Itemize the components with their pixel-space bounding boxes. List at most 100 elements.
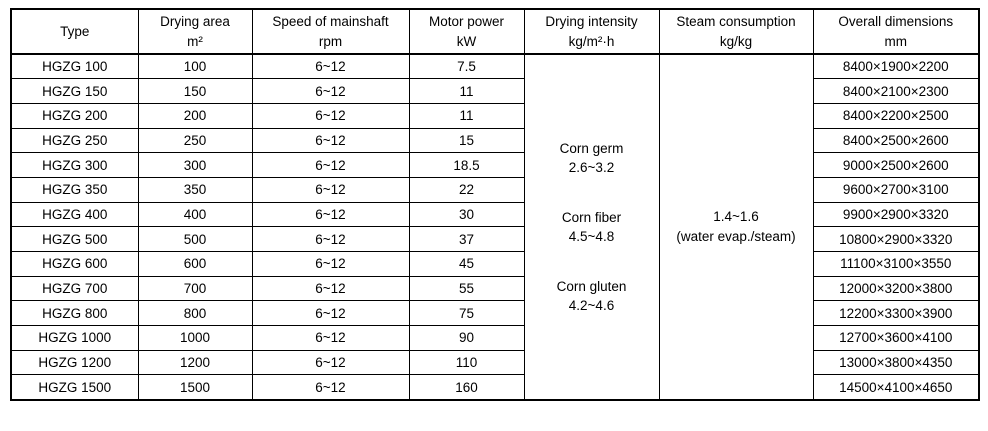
- table-row: HGZG 350 350 6~12 22 9600×2700×3100: [10, 176, 980, 203]
- col-header-mainshaft-speed: Speed of mainshaft rpm: [251, 8, 410, 55]
- cell-power: 160: [408, 374, 525, 401]
- table-row: HGZG 1500 1500 6~12 160 14500×4100×4650: [10, 374, 980, 401]
- col-header-steam-consumption: Steam consumption kg/kg: [658, 8, 814, 55]
- cell-area: 1200: [137, 349, 253, 376]
- table-row: HGZG 600 600 6~12 45 11100×3100×3550: [10, 251, 980, 277]
- cell-power: 45: [408, 251, 525, 277]
- cell-type: HGZG 1500: [10, 374, 139, 401]
- cell-dims: 14500×4100×4650: [812, 374, 980, 401]
- header-label: Motor power: [428, 13, 505, 29]
- table-row: HGZG 150 150 6~12 11 8400×2100×2300: [10, 78, 980, 104]
- intensity-range: 2.6~3.2: [568, 159, 615, 175]
- intensity-group-corn-fiber: Corn fiber 4.5~4.8: [525, 208, 658, 246]
- cell-dims: 10800×2900×3320: [812, 226, 980, 252]
- table-row: HGZG 400 400 6~12 30 9900×2900×3320: [10, 201, 980, 228]
- cell-dims: 12200×3300×3900: [812, 300, 980, 327]
- table-row: HGZG 1200 1200 6~12 110 13000×3800×4350: [10, 349, 980, 376]
- cell-dims: 8400×1900×2200: [812, 53, 980, 80]
- col-header-overall-dimensions: Overall dimensions mm: [812, 8, 980, 55]
- cell-drying-intensity: Corn germ 2.6~3.2 Corn fiber 4.5~4.8 Cor…: [523, 53, 660, 401]
- table-row: HGZG 100 100 6~12 7.5 Corn germ 2.6~3.2 …: [10, 53, 980, 401]
- col-header-drying-area: Drying area m²: [137, 8, 253, 55]
- table-row: HGZG 800 800 6~12 75 12200×3300×3900: [10, 300, 980, 327]
- header-label: Type: [60, 23, 90, 39]
- header-label: Steam consumption: [676, 13, 796, 29]
- header-label: Drying area: [160, 13, 230, 29]
- cell-area: 400: [137, 201, 253, 228]
- cell-type: HGZG 500: [10, 226, 139, 252]
- cell-power: 90: [408, 325, 525, 351]
- intensity-range: 4.5~4.8: [568, 228, 615, 244]
- intensity-group-corn-gluten: Corn gluten 4.2~4.6: [525, 277, 658, 315]
- cell-area: 150: [137, 78, 253, 104]
- cell-type: HGZG 300: [10, 152, 139, 178]
- cell-area: 250: [137, 127, 253, 154]
- cell-area: 800: [137, 300, 253, 327]
- spec-table: Type Drying area m² Speed of mainshaft r…: [10, 8, 980, 401]
- cell-speed: 6~12: [251, 176, 410, 203]
- cell-power: 22: [408, 176, 525, 203]
- cell-speed: 6~12: [251, 226, 410, 252]
- intensity-range: 4.2~4.6: [568, 297, 615, 313]
- intensity-material: Corn fiber: [561, 209, 622, 225]
- intensity-material: Corn germ: [559, 140, 624, 156]
- cell-dims: 11100×3100×3550: [812, 251, 980, 277]
- cell-area: 200: [137, 102, 253, 129]
- intensity-group-corn-germ: Corn germ 2.6~3.2: [525, 139, 658, 177]
- cell-speed: 6~12: [251, 275, 410, 302]
- cell-speed: 6~12: [251, 349, 410, 376]
- cell-speed: 6~12: [251, 127, 410, 154]
- table-row: HGZG 300 300 6~12 18.5 9000×2500×2600: [10, 152, 980, 178]
- cell-dims: 8400×2500×2600: [812, 127, 980, 154]
- cell-dims: 9900×2900×3320: [812, 201, 980, 228]
- cell-dims: 12000×3200×3800: [812, 275, 980, 302]
- cell-dims: 8400×2100×2300: [812, 78, 980, 104]
- cell-speed: 6~12: [251, 78, 410, 104]
- header-unit: kg/kg: [719, 33, 753, 49]
- cell-speed: 6~12: [251, 53, 410, 80]
- cell-power: 7.5: [408, 53, 525, 80]
- table-row: HGZG 250 250 6~12 15 8400×2500×2600: [10, 127, 980, 154]
- cell-speed: 6~12: [251, 374, 410, 401]
- col-header-drying-intensity: Drying intensity kg/m²·h: [523, 8, 660, 55]
- cell-type: HGZG 250: [10, 127, 139, 154]
- header-unit: kW: [456, 33, 477, 49]
- cell-power: 30: [408, 201, 525, 228]
- cell-speed: 6~12: [251, 152, 410, 178]
- cell-power: 11: [408, 78, 525, 104]
- cell-type: HGZG 1000: [10, 325, 139, 351]
- cell-power: 37: [408, 226, 525, 252]
- header-label: Speed of mainshaft: [272, 13, 389, 29]
- cell-speed: 6~12: [251, 201, 410, 228]
- header-unit: kg/m²·h: [568, 33, 615, 49]
- cell-type: HGZG 700: [10, 275, 139, 302]
- cell-type: HGZG 400: [10, 201, 139, 228]
- cell-power: 55: [408, 275, 525, 302]
- cell-type: HGZG 200: [10, 102, 139, 129]
- header-unit: rpm: [318, 33, 343, 49]
- intensity-material: Corn gluten: [556, 278, 627, 294]
- col-header-type: Type: [10, 8, 139, 55]
- table-row: HGZG 1000 1000 6~12 90 12700×3600×4100: [10, 325, 980, 351]
- cell-dims: 8400×2200×2500: [812, 102, 980, 129]
- cell-type: HGZG 150: [10, 78, 139, 104]
- cell-power: 11: [408, 102, 525, 129]
- cell-dims: 9000×2500×2600: [812, 152, 980, 178]
- cell-dims: 12700×3600×4100: [812, 325, 980, 351]
- header-unit: mm: [884, 33, 908, 49]
- cell-steam-consumption: 1.4~1.6 (water evap./steam): [658, 53, 814, 401]
- cell-power: 15: [408, 127, 525, 154]
- cell-area: 700: [137, 275, 253, 302]
- table-row: HGZG 500 500 6~12 37 10800×2900×3320: [10, 226, 980, 252]
- cell-speed: 6~12: [251, 325, 410, 351]
- header-label: Overall dimensions: [838, 13, 954, 29]
- header-row: Type Drying area m² Speed of mainshaft r…: [10, 8, 980, 55]
- header-label: Drying intensity: [545, 13, 638, 29]
- cell-type: HGZG 1200: [10, 349, 139, 376]
- cell-power: 18.5: [408, 152, 525, 178]
- cell-area: 500: [137, 226, 253, 252]
- table-row: HGZG 200 200 6~12 11 8400×2200×2500: [10, 102, 980, 129]
- cell-type: HGZG 350: [10, 176, 139, 203]
- cell-power: 110: [408, 349, 525, 376]
- cell-dims: 9600×2700×3100: [812, 176, 980, 203]
